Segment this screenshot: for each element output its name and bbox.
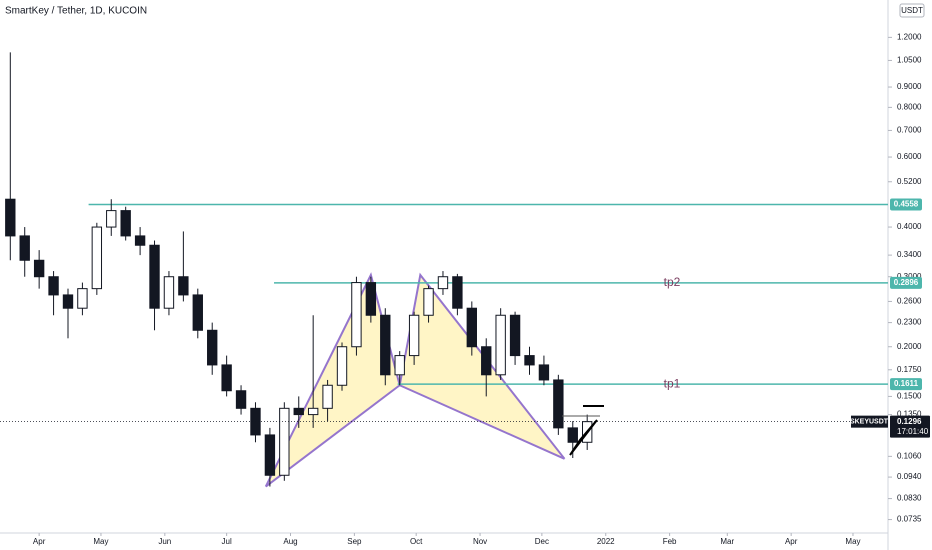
candle-body bbox=[408, 314, 420, 357]
candle-body bbox=[264, 434, 276, 476]
x-tick-label: Apr bbox=[785, 537, 798, 546]
y-tick-label: 1.0500 bbox=[897, 56, 922, 65]
pattern-fill bbox=[265, 275, 400, 487]
candle-body bbox=[437, 276, 449, 290]
y-tick-label: 0.3000 bbox=[897, 272, 922, 281]
x-tick-label: Sep bbox=[347, 537, 362, 546]
y-tick-label: 0.0830 bbox=[897, 494, 922, 503]
candle-body bbox=[481, 346, 492, 376]
y-tick-label: 0.5200 bbox=[897, 177, 922, 186]
candle-body bbox=[567, 427, 578, 443]
candle-body bbox=[62, 294, 74, 309]
x-tick-label: Apr bbox=[33, 537, 46, 546]
y-tick-label: 0.9000 bbox=[897, 82, 922, 91]
candle-body bbox=[19, 235, 30, 261]
x-tick-label: Feb bbox=[663, 537, 677, 546]
x-tick-label: Dec bbox=[535, 537, 549, 546]
level-price-box bbox=[890, 378, 922, 391]
y-tick-label: 0.1500 bbox=[897, 392, 922, 401]
y-tick-label: 0.3400 bbox=[897, 250, 922, 259]
triangle-drawing bbox=[569, 419, 598, 456]
candle-body bbox=[106, 210, 117, 228]
candle-body bbox=[538, 364, 550, 381]
symbol-box bbox=[851, 415, 888, 428]
candle-body bbox=[466, 307, 478, 348]
candle-body bbox=[336, 346, 348, 386]
candle-body bbox=[33, 259, 45, 278]
x-tick-label: 2022 bbox=[597, 537, 615, 546]
y-tick-label: 0.4000 bbox=[897, 222, 922, 231]
candle-body bbox=[134, 235, 146, 246]
candle-body bbox=[163, 276, 175, 309]
candle-body bbox=[120, 210, 131, 237]
x-tick-label: Nov bbox=[473, 537, 487, 546]
candle-body bbox=[509, 314, 521, 357]
symbol: SKEYUSDT bbox=[850, 418, 889, 425]
plot bbox=[0, 52, 888, 488]
x-tick-label: May bbox=[845, 537, 860, 546]
y-tick-label: 0.6000 bbox=[897, 152, 922, 161]
level-price-box bbox=[890, 198, 922, 211]
candle-body bbox=[365, 282, 377, 316]
candle-body bbox=[423, 288, 434, 316]
y-tick-label: 0.1350 bbox=[897, 410, 922, 419]
y-tick-label: 0.2000 bbox=[897, 342, 922, 351]
candle-body bbox=[524, 355, 535, 366]
candle-body bbox=[91, 226, 103, 290]
level-price: 0.4558 bbox=[894, 200, 919, 209]
y-tick-label: 1.2000 bbox=[897, 32, 922, 41]
y-tick-label: 0.0735 bbox=[897, 515, 922, 524]
y-tick-label: 0.8000 bbox=[897, 102, 922, 111]
candle-body bbox=[149, 244, 160, 309]
chart-title: SmartKey / Tether, 1D, KUCOIN bbox=[5, 6, 147, 17]
candle-body bbox=[553, 379, 564, 429]
y-tick-label: 0.0940 bbox=[897, 472, 922, 481]
x-tick-label: Mar bbox=[720, 537, 734, 546]
candle-body bbox=[279, 407, 290, 476]
level-label: tp1 bbox=[664, 376, 681, 390]
candle-body bbox=[235, 390, 247, 409]
candle-body bbox=[322, 384, 333, 409]
y-tick-label: 0.2300 bbox=[897, 318, 922, 327]
y-tick-label: 0.7000 bbox=[897, 126, 922, 135]
level-label: tp2 bbox=[664, 275, 681, 289]
y-tick-label: 0.1750 bbox=[897, 365, 922, 374]
candle-body bbox=[351, 282, 362, 348]
candle-body bbox=[452, 276, 463, 309]
candle-body bbox=[495, 314, 506, 376]
x-tick-label: Oct bbox=[410, 537, 423, 546]
candle-body bbox=[5, 198, 16, 237]
pattern-line bbox=[399, 384, 565, 460]
candle-body bbox=[77, 288, 88, 309]
x-tick-label: Jun bbox=[158, 537, 171, 546]
candle-body bbox=[380, 314, 391, 376]
candle-body bbox=[293, 407, 304, 416]
price: 0.1296 bbox=[897, 417, 922, 426]
level-price: 0.2896 bbox=[894, 278, 919, 287]
x-tick-label: May bbox=[93, 537, 108, 546]
candle-body bbox=[307, 407, 319, 416]
price-box bbox=[890, 415, 930, 438]
level-price: 0.1611 bbox=[894, 379, 919, 388]
y-tick-label: 0.2600 bbox=[897, 297, 922, 306]
level-price-box bbox=[890, 276, 922, 289]
countdown: 17:01:40 bbox=[897, 427, 929, 436]
candle-body bbox=[394, 355, 405, 376]
candle-body bbox=[178, 276, 189, 296]
currency[interactable]: USDT bbox=[901, 6, 923, 15]
candle-body bbox=[221, 364, 232, 392]
currency-box[interactable] bbox=[899, 3, 925, 18]
x-tick-label: Jul bbox=[222, 537, 232, 546]
candle-body bbox=[207, 329, 218, 366]
y-tick-label: 0.1060 bbox=[897, 451, 922, 460]
x-tick-label: Aug bbox=[283, 537, 297, 546]
candle-body bbox=[192, 294, 203, 331]
candle-body bbox=[48, 276, 59, 296]
